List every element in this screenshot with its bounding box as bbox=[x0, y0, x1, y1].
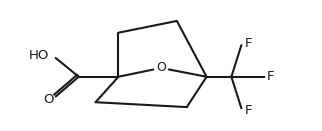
Text: F: F bbox=[244, 103, 252, 117]
Text: F: F bbox=[267, 70, 275, 83]
Text: O: O bbox=[44, 93, 54, 106]
Text: F: F bbox=[244, 37, 252, 50]
Text: HO: HO bbox=[29, 49, 49, 62]
Text: O: O bbox=[156, 61, 166, 74]
